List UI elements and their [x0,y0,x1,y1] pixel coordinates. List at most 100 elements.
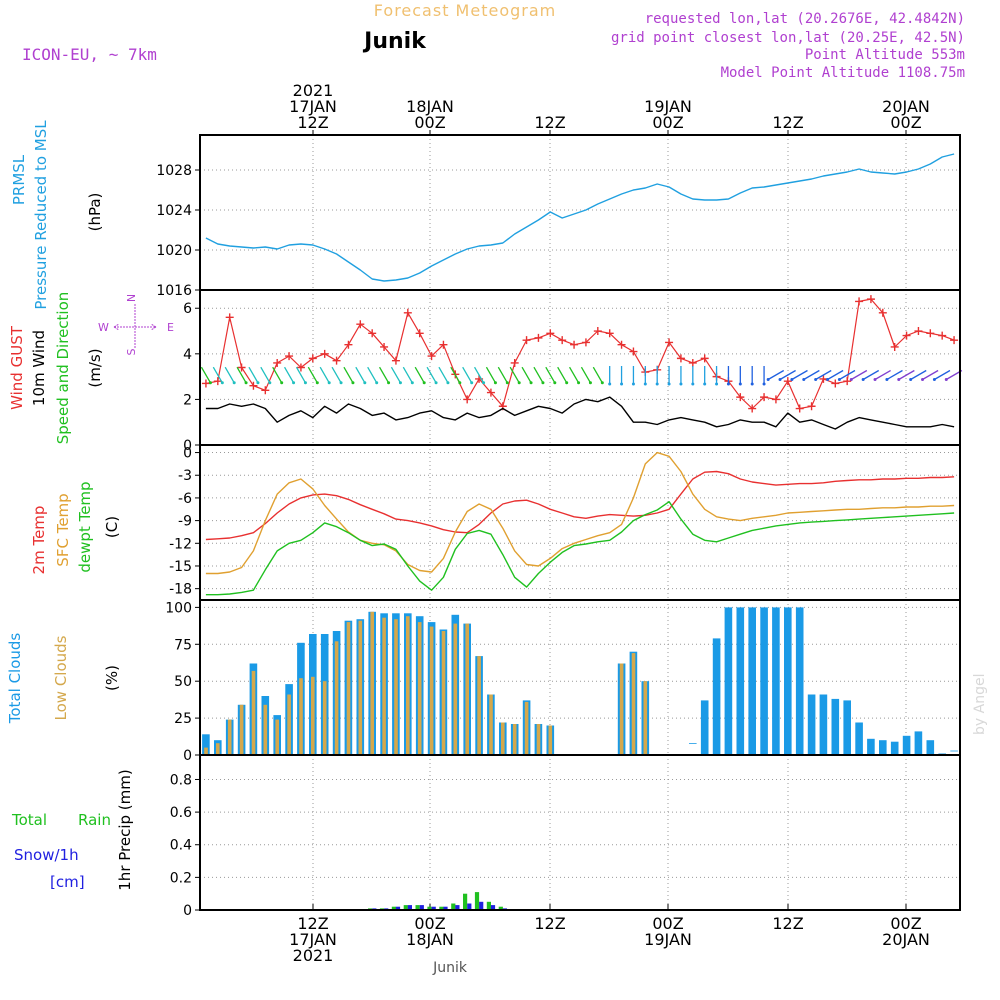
wind-arrowhead-47 [762,382,766,386]
wind-arrow-26 [509,366,520,384]
low-cloud-bar-36 [631,653,636,755]
bottom-time-label-4-0: 12Z [772,914,803,933]
total-cloud-bar-50 [795,607,804,755]
low-cloud-bar-3 [239,704,244,755]
wind-arrow-6 [272,366,283,384]
low-cloud-bar-13 [358,620,363,755]
snow-bar-20 [443,906,448,910]
low-cloud-bar-25 [501,722,505,755]
low-cloud-bar-7 [287,694,291,755]
gust-marker-61 [926,329,935,338]
low-cloud-bar-12 [346,622,351,755]
snow-bar-18 [419,905,424,910]
low-cloud-bar-6 [275,719,279,755]
gust-marker-18 [415,329,424,338]
ytick-label-3-2: 50 [174,674,192,690]
wind-arrowhead-44 [726,382,730,386]
wind-arrow-32 [580,366,592,384]
wind-arrowhead-11 [339,381,343,385]
total-cloud-bar-41 [689,743,697,744]
wind-arrowhead-51 [802,378,806,381]
low-cloud-bar-35 [619,663,624,755]
pressure-ylabel-primary: PRMSL [10,154,28,205]
low-cloud-bar-8 [299,678,303,755]
watermark: by Angel [972,674,988,735]
wind-arrow-25 [497,366,508,384]
wind-arrow-56 [862,369,880,381]
rain-bar-22 [463,893,468,910]
wind-arrow-49 [779,369,796,381]
total-cloud-bar-53 [831,698,840,755]
wind-arrow-50 [791,369,808,381]
low-cloud-bar-20 [441,631,446,755]
total-cloud-bar-60 [914,731,923,755]
gust-marker-50 [795,404,804,413]
cloud-ylabel-total: Total Clouds [6,633,24,725]
ytick-label-3-4: 100 [165,600,192,616]
top-time-label-4-0: 12Z [772,113,803,132]
wind-arrow-24 [485,366,497,384]
snow-bar-16 [395,906,401,910]
gust-marker-41 [688,358,697,367]
wind-arrowhead-7 [292,381,296,385]
gust-marker-35 [617,340,626,349]
low-cloud-bar-22 [465,623,469,755]
wind-units: (m/s) [86,348,104,387]
gust-marker-16 [391,356,400,365]
top-time-label-3-1: 00Z [652,113,683,132]
total-cloud-bar-56 [867,738,875,755]
bottom-time-label-0-0: 12Z [297,914,328,933]
gust-marker-55 [855,297,864,306]
wind-arrowhead-59 [897,378,901,381]
gust-marker-51 [807,402,816,411]
low-cloud-bar-17 [406,616,410,755]
wind-arrow-9 [307,366,318,384]
ytick-label-2-3: -9 [178,514,192,530]
wind-arrowhead-63 [944,378,948,381]
wind-arrowhead-45 [738,382,742,386]
gust-marker-42 [700,354,709,363]
rain-bar-18 [415,905,420,910]
top-time-label-3-0: 19JAN [644,97,692,116]
total-cloud-bar-58 [890,741,899,755]
gust-marker-60 [914,327,923,336]
wind-arrow-11 [331,366,342,384]
compass-south: S [125,348,138,355]
gust-marker-5 [261,386,270,395]
low-cloud-bar-19 [429,626,434,755]
low-cloud-bar-29 [548,725,553,755]
low-cloud-bar-10 [322,681,327,755]
ytick-label-2-1: -3 [178,468,192,484]
wind-arrow-16 [390,366,402,384]
rain-bar-20 [439,906,444,910]
location-title: Junik [362,29,427,54]
compass-cross-icon [113,304,157,348]
wind-arrow-19 [426,366,437,384]
requested-coords: requested lon,lat (20.2676E, 42.4842N) [645,11,965,27]
total-cloud-bar-44 [724,607,733,755]
wind-arrow-27 [521,366,532,384]
wind-arrow-28 [533,366,544,384]
ytick-label-2-0: 0 [183,446,192,462]
wind-arrow-59 [898,369,915,381]
gust-marker-59 [902,331,911,340]
wind-arrowhead-3 [244,381,248,385]
precip-label-rain: Rain [78,811,111,829]
total-cloud-bar-45 [736,607,745,755]
wind-arrow-7 [283,366,295,384]
compass-north: N [125,294,138,302]
panel-frame-1 [199,289,961,446]
wind-arrowhead-10 [327,381,331,385]
top-time-label-5-0: 20JAN [882,97,930,116]
wind-arrowhead-22 [470,381,474,385]
wind-arrow-0 [200,366,212,384]
wind-arrow-10 [319,366,330,384]
bottom-time-label-5-1: 20JAN [882,930,930,949]
wind-arrowhead-42 [703,382,707,386]
total-cloud-bar-62 [938,753,946,755]
gust-marker-2 [225,313,234,322]
snow-bar-23 [479,901,484,910]
wind-arrowhead-5 [268,381,272,385]
total-cloud-bar-47 [760,607,768,755]
wind-arrow-4 [248,366,259,384]
